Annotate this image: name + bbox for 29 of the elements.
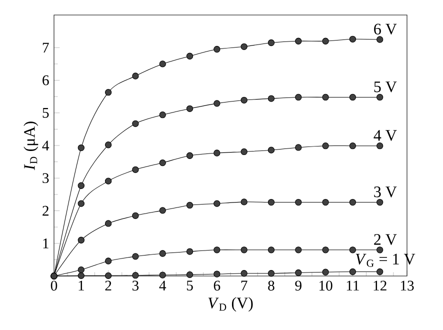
series-label: 6 V — [374, 24, 397, 35]
x-tick-label: 12 — [374, 280, 386, 290]
x-tick-label: 2 — [105, 280, 112, 290]
y-tick-label: 7 — [42, 42, 49, 52]
x-tick-label: 8 — [268, 280, 274, 291]
series-label: 5 V — [374, 82, 397, 92]
x-axis-title: V$_{D}$ (V) — [208, 297, 253, 312]
y-tick-label: 5 — [42, 108, 49, 118]
y-axis-title: I$_{D}$ (μA) — [24, 122, 38, 170]
x-tick-label: 4 — [159, 280, 166, 290]
x-tick-label: 1 — [78, 280, 84, 290]
y-tick-label: 2 — [42, 206, 48, 216]
x-tick-label: 5 — [186, 280, 193, 290]
y-tick-label: 6 — [42, 75, 49, 86]
series-label: 4 V — [374, 130, 397, 141]
y-tick-label: 4 — [42, 140, 50, 150]
x-tick-label: 3 — [132, 280, 139, 291]
y-tick-label: 3 — [42, 173, 49, 184]
x-tick-label: 11 — [346, 280, 359, 290]
x-tick-label: 13 — [400, 280, 414, 291]
series-label: 3 V — [374, 186, 397, 198]
y-tick-label: 1 — [43, 238, 48, 248]
x-tick-label: 7 — [241, 280, 248, 290]
x-tick-label: 9 — [295, 280, 302, 291]
x-tick-label: 10 — [320, 280, 332, 291]
series-label: 2 V — [374, 234, 397, 245]
x-tick-label: 0 — [50, 280, 58, 291]
x-tick-label: 6 — [214, 280, 220, 291]
series-label: V$_{G}$ = 1 V — [356, 254, 416, 267]
